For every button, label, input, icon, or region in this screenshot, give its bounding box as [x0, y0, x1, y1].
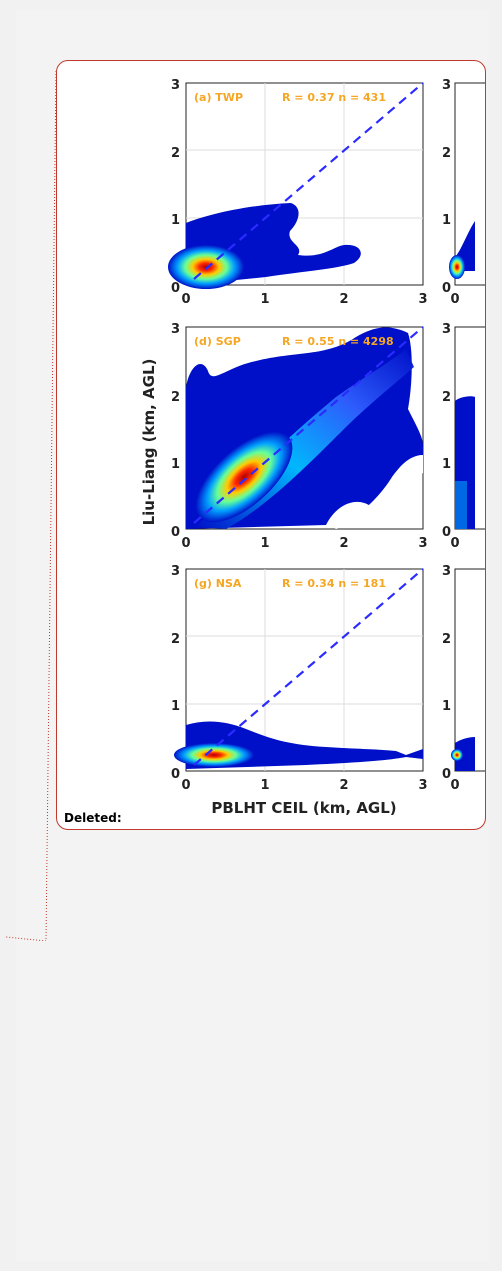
- tick-label: 3: [418, 778, 427, 793]
- scatter-density-figure: Liu-Liang (km, AGL) (a) TWP R = 0.37 n =…: [140, 78, 485, 817]
- tick-label: 3: [442, 322, 451, 337]
- panel-label: (a) TWP: [194, 91, 243, 104]
- tick-label: 0: [181, 778, 190, 793]
- tick-label: 0: [171, 767, 180, 782]
- tick-label: 0: [181, 292, 190, 307]
- tick-label: 1: [442, 213, 451, 228]
- tick-label: 0: [450, 292, 459, 307]
- panel-label: (d) SGP: [194, 335, 241, 348]
- tick-label: 0: [171, 525, 180, 540]
- panel-g: (g) NSA R = 0.34 n = 181: [174, 568, 424, 772]
- panel-g-y-ticks: 3 2 1 0: [171, 564, 180, 782]
- tick-label: 0: [171, 281, 180, 296]
- panel-a-y-ticks: 3 2 1 0: [171, 78, 180, 296]
- tick-label: 2: [339, 536, 348, 551]
- panel-a-x-ticks: 0 1 2 3: [181, 292, 427, 307]
- tick-label: 3: [418, 536, 427, 551]
- deleted-comment-balloon[interactable]: Liu-Liang (km, AGL) (a) TWP R = 0.37 n =…: [56, 60, 486, 830]
- tick-label: 0: [450, 536, 459, 551]
- panel-d-y-ticks: 3 2 1 0: [171, 322, 180, 540]
- panel-stat: R = 0.34 n = 181: [282, 577, 386, 590]
- tick-label: 0: [450, 778, 459, 793]
- panel-g-x-ticks: 0 1 2 3: [181, 778, 427, 793]
- tick-label: 3: [171, 78, 180, 93]
- tick-label: 1: [171, 213, 180, 228]
- panel-a: (a) TWP R = 0.37 n = 431: [168, 82, 424, 289]
- tick-label: 3: [171, 564, 180, 579]
- tick-label: 2: [171, 632, 180, 647]
- panel-d: (d) SGP R = 0.55 n = 4298: [185, 326, 424, 530]
- tick-label: 1: [260, 778, 269, 793]
- tick-label: 0: [442, 525, 451, 540]
- tick-label: 1: [171, 457, 180, 472]
- tick-label: 1: [171, 699, 180, 714]
- tick-label: 2: [442, 146, 451, 161]
- panel-label: (g) NSA: [194, 577, 242, 590]
- tick-label: 0: [442, 767, 451, 782]
- tick-label: 3: [418, 292, 427, 307]
- tick-label: 1: [260, 536, 269, 551]
- tick-label: 1: [260, 292, 269, 307]
- tick-label: 0: [442, 281, 451, 296]
- tick-label: 2: [339, 778, 348, 793]
- tick-label: 0: [181, 536, 190, 551]
- tick-label: 3: [442, 564, 451, 579]
- right-column-panels: 3 2 1 0 3 2 1 0 3 2 1 0 0 0 0: [442, 78, 485, 793]
- panel-stat: R = 0.37 n = 431: [282, 91, 386, 104]
- panel-stat: R = 0.55 n = 4298: [282, 335, 394, 348]
- tick-label: 2: [442, 390, 451, 405]
- tick-label: 2: [339, 292, 348, 307]
- y-axis-label: Liu-Liang (km, AGL): [140, 359, 158, 526]
- tick-label: 1: [442, 457, 451, 472]
- tick-label: 2: [171, 390, 180, 405]
- comment-leader-line: [6, 71, 56, 941]
- tick-label: 2: [171, 146, 180, 161]
- tick-label: 1: [442, 699, 451, 714]
- panel-d-x-ticks: 0 1 2 3: [181, 536, 427, 551]
- tick-label: 2: [442, 632, 451, 647]
- tick-label: 3: [442, 78, 451, 93]
- tick-label: 3: [171, 322, 180, 337]
- deleted-label: Deleted:: [64, 811, 122, 825]
- x-axis-label: PBLHT CEIL (km, AGL): [211, 799, 396, 817]
